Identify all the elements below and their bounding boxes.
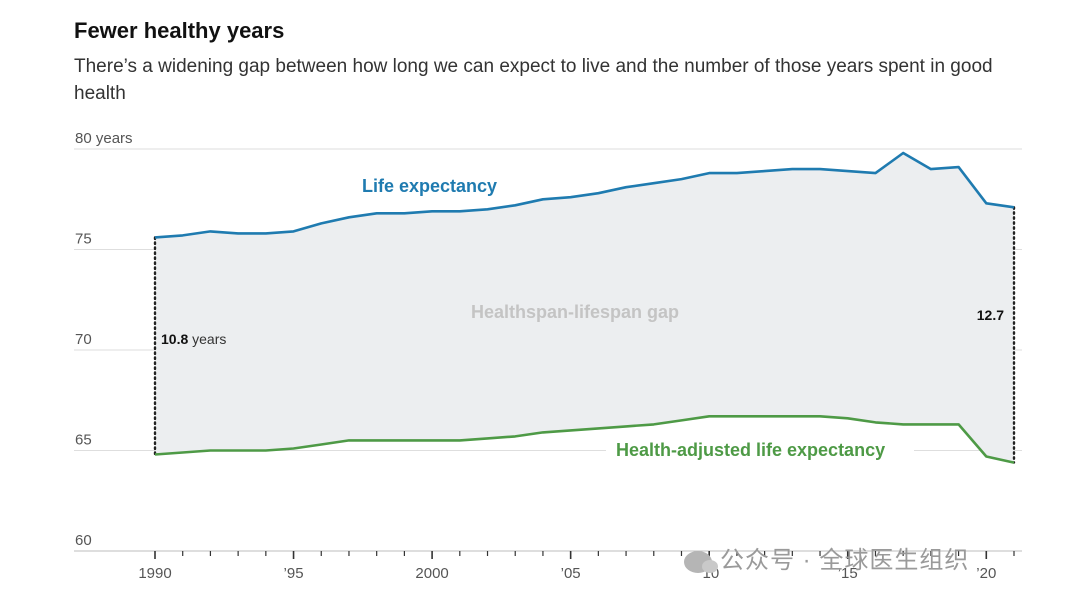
start-gap-value: 10.8 [161, 331, 188, 347]
y-tick-label-70: 70 [75, 331, 92, 348]
watermark: 公众号 · 全球医生组织 [684, 540, 969, 575]
chart-title: Fewer healthy years [74, 18, 285, 43]
gap-label: Healthspan-lifespan gap [471, 302, 679, 322]
x-tick-label-2020: ’20 [976, 565, 996, 582]
start-gap-unit: years [188, 331, 226, 347]
series-lines [154, 151, 1015, 464]
x-tick-label-2000: 2000 [415, 565, 448, 582]
y-tick-label-65: 65 [75, 432, 92, 449]
series-label-health-adjusted-life-expectancy: Health-adjusted life expectancy [616, 440, 885, 460]
end-gap-annotation: 12.7 [977, 307, 1004, 323]
x-axis: 1990’95 2000’05’10’15’20 [138, 551, 1015, 582]
y-tick-label-80: 80 years [75, 130, 133, 147]
x-tick-label-1995: ’95 [284, 565, 304, 582]
x-tick-label-2015: ’15 [838, 565, 858, 582]
series-label-life-expectancy: Life expectancy [362, 176, 497, 196]
series-line-life-expectancy [154, 151, 1015, 239]
watermark-text: 公众号 · 全球医生组织 [720, 547, 970, 574]
x-tick-label-2005: ’05 [561, 565, 581, 582]
y-tick-label-75: 75 [75, 231, 92, 248]
chart-subtitle: There’s a widening gap between how long … [74, 56, 993, 104]
y-axis-labels: 80 years 75 70 65 60 [75, 130, 133, 549]
x-tick-label-1990: 1990 [138, 565, 171, 582]
start-gap-annotation: 10.8 years [161, 331, 226, 347]
y-tick-label-60: 60 [75, 532, 92, 549]
hale-label-backdrop [606, 434, 914, 464]
gap-area [155, 153, 1014, 463]
gap-markers [153, 206, 1016, 464]
wechat-icon [684, 550, 718, 573]
series-line-health-adjusted-life-expectancy [154, 414, 1015, 464]
